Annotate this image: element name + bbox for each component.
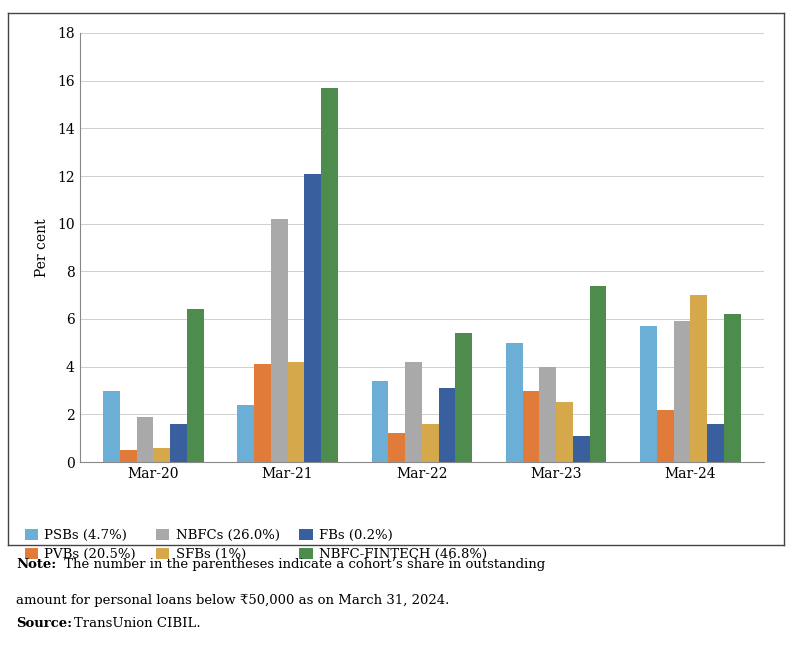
Bar <box>724 314 740 462</box>
Text: TransUnion CIBIL.: TransUnion CIBIL. <box>74 617 201 630</box>
Text: The number in the parentheses indicate a cohort’s share in outstanding: The number in the parentheses indicate a… <box>60 558 545 571</box>
Text: amount for personal loans below ₹50,000 as on March 31, 2024.: amount for personal loans below ₹50,000 … <box>16 594 449 607</box>
Bar <box>187 310 204 462</box>
Text: Note:: Note: <box>16 558 57 571</box>
Bar <box>707 424 724 462</box>
Bar <box>439 388 455 462</box>
Bar <box>388 434 405 462</box>
Bar <box>254 364 271 462</box>
Bar <box>540 367 556 462</box>
Bar <box>170 424 187 462</box>
Bar <box>640 326 657 462</box>
Bar <box>322 88 338 462</box>
Bar <box>422 424 439 462</box>
Bar <box>120 450 137 462</box>
Text: Source:: Source: <box>16 617 72 630</box>
Bar <box>573 436 590 462</box>
Bar <box>556 403 573 462</box>
Bar <box>455 333 472 462</box>
Bar <box>237 405 254 462</box>
Bar <box>505 343 522 462</box>
Bar <box>304 174 322 462</box>
Bar <box>103 391 120 462</box>
Bar <box>372 381 388 462</box>
Bar <box>405 362 422 462</box>
Bar <box>590 286 607 462</box>
Bar <box>657 410 673 462</box>
Y-axis label: Per cent: Per cent <box>35 218 49 277</box>
Bar <box>287 362 304 462</box>
Bar <box>690 295 707 462</box>
Bar <box>271 219 287 462</box>
Bar <box>673 321 690 462</box>
Bar <box>522 391 540 462</box>
Legend: PSBs (4.7%), PVBs (20.5%), NBFCs (26.0%), SFBs (1%), FBs (0.2%), NBFC-FINTECH (4: PSBs (4.7%), PVBs (20.5%), NBFCs (26.0%)… <box>25 529 487 561</box>
Bar <box>137 416 154 462</box>
Bar <box>154 447 170 462</box>
